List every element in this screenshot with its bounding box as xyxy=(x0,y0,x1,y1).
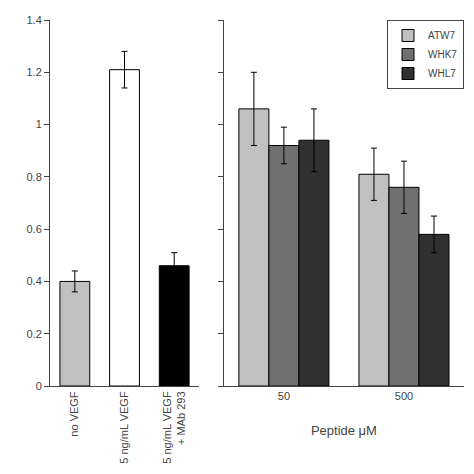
svg-text:1.4: 1.4 xyxy=(27,14,42,26)
svg-text:0.4: 0.4 xyxy=(27,275,42,287)
svg-text:Peptide μM: Peptide μM xyxy=(311,423,377,438)
svg-text:50: 50 xyxy=(278,390,290,402)
svg-text:0.2: 0.2 xyxy=(27,328,42,340)
svg-text:5 ng/mL VEGF: 5 ng/mL VEGF xyxy=(118,391,130,464)
svg-text:1: 1 xyxy=(36,118,42,130)
svg-text:WHK7: WHK7 xyxy=(428,49,457,60)
svg-text:no VEGF: no VEGF xyxy=(68,391,80,437)
svg-text:ATW7: ATW7 xyxy=(428,30,455,41)
svg-text:0.8: 0.8 xyxy=(27,171,42,183)
svg-text:5 ng/mL VEGF+ MAb 293: 5 ng/mL VEGF+ MAb 293 xyxy=(161,391,187,464)
svg-text:500: 500 xyxy=(395,390,413,402)
svg-text:0: 0 xyxy=(36,380,42,392)
svg-text:1.2: 1.2 xyxy=(27,66,42,78)
svg-text:0.6: 0.6 xyxy=(27,223,42,235)
svg-text:WHL7: WHL7 xyxy=(428,68,456,79)
